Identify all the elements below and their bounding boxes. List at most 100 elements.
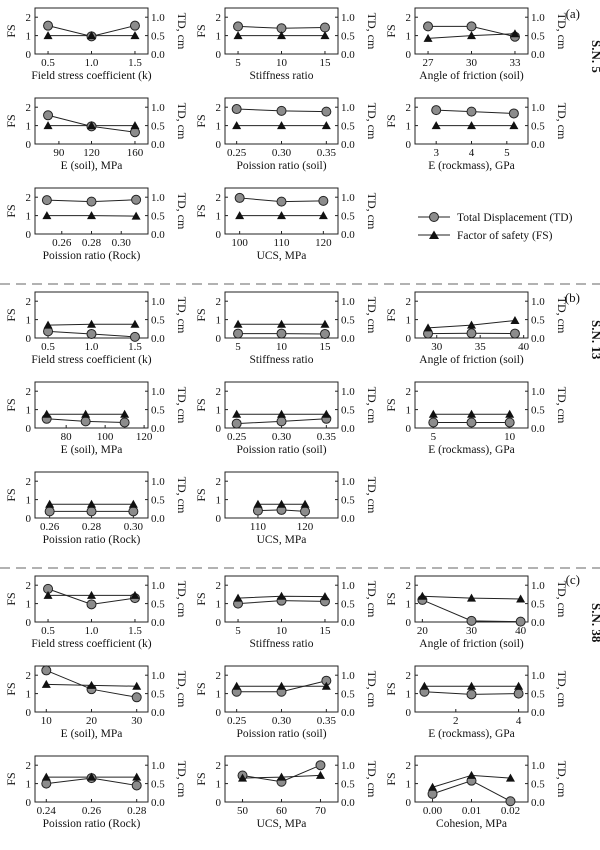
y2-tick-label: 0.0 [341,797,355,809]
x-tick-label: 20 [417,625,429,637]
y-tick-label: 2 [216,476,222,488]
y-tick-label: 2 [406,670,412,682]
td-point [131,780,142,791]
x-tick-label: 0.25 [227,431,247,443]
x-tick-label: 1.5 [128,341,142,353]
y2-tick-label: 0.5 [151,121,165,133]
y2-axis-label: TD, cm [365,387,379,424]
x-tick-label: 0.5 [41,57,55,69]
fs-point [43,121,53,130]
y-axis-label: FS [4,114,18,127]
y-axis-label: FS [194,24,208,37]
x-tick-label: 0.25 [227,147,247,159]
y2-axis-label: TD, cm [365,193,379,230]
fs-point [43,320,53,329]
td-point [131,194,142,205]
panels: 0 1 2 0.0 0.5 1.0 0.5 1.0 1.5 Field stress coeffi… [4,7,569,830]
fs-point [320,592,330,601]
x-axis-label: Field stress coefficient (k) [31,70,151,82]
y-tick-label: 0 [216,513,222,525]
x-tick-label: 1.0 [85,341,99,353]
x-tick-label: 10 [41,715,53,727]
y-axis-label: FS [194,114,208,127]
y-tick-label: 0 [406,139,412,151]
fs-point [277,409,286,418]
y-tick-label: 0 [26,797,32,809]
y-tick-label: 2 [216,192,222,204]
x-tick-label: 160 [127,147,144,159]
y-tick-label: 2 [406,760,412,772]
y-tick-label: 2 [216,102,222,114]
legend-item-td: Total Displacement (TD) [418,212,573,224]
x-tick-label: 0.28 [82,521,102,533]
fs-point [423,33,433,42]
y-tick-label: 1 [406,779,412,791]
x-axis-label: Cohesion, MPa [436,818,507,830]
y-tick-label: 1 [216,495,222,507]
y2-tick-label: 0.5 [341,211,355,223]
td-point [128,506,139,517]
fs-point [42,409,52,418]
y-tick-label: 0 [406,797,412,809]
td-point [423,21,434,32]
chart-panel: 0 1 2 0.0 0.5 1.0 5 10 15 Stiffness ratio FS TD, cm [194,575,379,650]
x-axis-label: E (rockmass), GPa [428,728,515,740]
td-point [431,105,442,116]
td-point [508,108,519,119]
y2-tick-label: 1.0 [151,670,165,682]
fs-point [87,590,96,599]
fs-point [318,211,328,220]
chart-panel: 0 1 2 0.0 0.5 1.0 100 110 120 UCS, MPa FS TD, cm [194,187,379,262]
y2-axis-label: TD, cm [555,387,569,424]
y2-tick-label: 1.0 [531,580,545,592]
td-point [276,328,287,339]
x-tick-label: 0.30 [272,715,292,727]
fs-point [238,773,248,782]
x-tick-label: 0.26 [52,237,72,249]
x-tick-label: 1.0 [85,57,99,69]
y2-tick-label: 1.0 [151,12,165,24]
y2-tick-label: 0.5 [151,599,165,611]
fs-point [45,499,55,508]
y-tick-label: 0 [406,333,412,345]
plot-frame [34,381,149,429]
section-tag: (c) [566,572,580,587]
y2-tick-label: 0.0 [531,617,545,629]
y2-axis-label: TD, cm [175,387,189,424]
fs-point [467,681,476,690]
x-tick-label: 10 [276,341,288,353]
y-tick-label: 1 [216,31,222,43]
y2-tick-label: 1.0 [151,760,165,772]
fs-point [130,590,140,599]
x-tick-label: 0.26 [40,521,60,533]
fs-point [41,772,51,781]
y-tick-label: 0 [406,49,412,61]
y-tick-label: 1 [406,405,412,417]
y2-tick-label: 1.0 [151,192,165,204]
plot-frame [224,97,339,145]
fs-point [320,31,330,40]
chart-panel: 0 1 2 0.0 0.5 1.0 10 20 30 E (soil), MPa FS TD, cm [4,665,189,740]
td-point [80,416,91,427]
y-axis-label: FS [384,592,398,605]
y-axis-label: FS [194,682,208,695]
y2-axis-label: TD, cm [175,13,189,50]
y2-axis-label: TD, cm [555,581,569,618]
x-axis-label: Angle of friction (soil) [419,354,524,366]
section-separators [0,283,600,569]
section-label: S.N. 5 [589,40,600,73]
x-tick-label: 0.30 [272,431,292,443]
y-tick-label: 2 [26,386,32,398]
x-tick-label: 60 [276,805,288,817]
y2-axis-label: TD, cm [365,581,379,618]
legend-label: Total Displacement (TD) [457,212,573,224]
y-axis-label: FS [194,592,208,605]
y-tick-label: 2 [406,102,412,114]
x-tick-label: 15 [319,625,331,637]
td-point [86,196,97,207]
y2-tick-label: 0.0 [151,229,165,241]
x-tick-label: 0.30 [272,147,292,159]
